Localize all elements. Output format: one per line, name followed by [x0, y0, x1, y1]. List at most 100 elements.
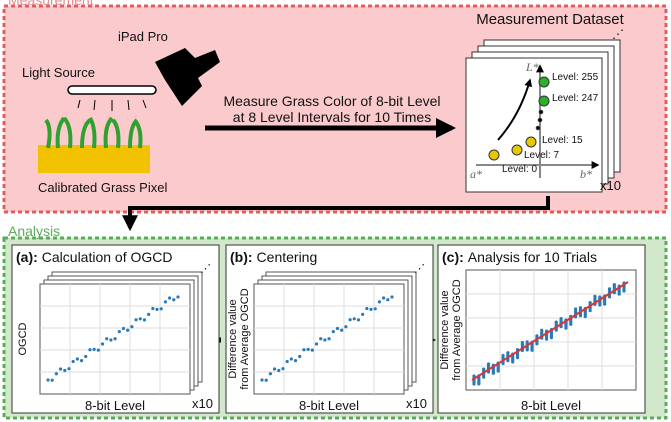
- repeat-label: x10: [406, 396, 427, 411]
- x-label: 8-bit Level: [299, 398, 359, 413]
- plot-dot: [477, 382, 480, 385]
- plot-dot: [176, 295, 179, 298]
- plot-dot: [63, 369, 66, 372]
- plot-dot: [340, 329, 343, 332]
- plot-dot: [151, 307, 154, 310]
- plot-dot: [164, 300, 167, 303]
- plot-dot: [323, 338, 326, 341]
- plot-dot: [618, 292, 621, 295]
- plot-dot: [369, 308, 372, 311]
- plot-dot: [526, 348, 529, 351]
- plot-dot: [472, 382, 475, 385]
- panel-tag: (a):: [16, 249, 38, 265]
- plot-dot: [139, 317, 142, 320]
- plot-dot: [353, 317, 356, 320]
- panel-tag: (c):: [442, 249, 464, 265]
- plot-dot: [113, 337, 116, 340]
- plot-dot: [84, 355, 87, 358]
- plot-dot: [336, 327, 339, 330]
- axis-label: b*: [580, 167, 592, 181]
- plot-dot: [143, 318, 146, 321]
- plot-dot: [76, 357, 79, 360]
- plot-dot: [357, 318, 360, 321]
- plot-dot: [109, 338, 112, 341]
- plot-dot: [344, 325, 347, 328]
- plot-dot: [72, 360, 75, 363]
- process-text: at 8 Level Intervals for 10 Times: [233, 109, 431, 125]
- section-label: Measurement: [8, 0, 94, 8]
- plot-dot: [302, 348, 305, 351]
- plot-dot: [319, 337, 322, 340]
- dataset-pages: [466, 40, 620, 192]
- panel-title: (b):Centering: [230, 249, 317, 265]
- ellipsis: ⋰: [612, 27, 624, 41]
- plot-dot: [93, 348, 96, 351]
- plot-dot: [298, 355, 301, 358]
- repeat-label: x10: [192, 396, 213, 411]
- plot-dot: [46, 378, 49, 381]
- plot-dot: [277, 369, 280, 372]
- ellipsis: ⋰: [414, 263, 425, 275]
- dataset-title: Measurement Dataset: [476, 11, 624, 28]
- x-label: 8-bit Level: [85, 398, 145, 413]
- plot-dot: [584, 315, 587, 318]
- plot-dot: [265, 379, 268, 382]
- plot-dot: [172, 298, 175, 301]
- plot-dot: [311, 348, 314, 351]
- plot-dot: [290, 357, 293, 360]
- level-label: Level: 247: [552, 93, 599, 104]
- plot-dot: [160, 307, 163, 310]
- plot-dot: [80, 359, 83, 362]
- plot-dot: [168, 296, 171, 299]
- panel-tag: (b):: [230, 249, 253, 265]
- plot-dot: [118, 330, 121, 333]
- plot-dot: [516, 356, 519, 359]
- plot-dot: [550, 336, 553, 339]
- plot-dot: [497, 369, 500, 372]
- plot-dot: [59, 367, 62, 370]
- plot-dot: [51, 379, 54, 382]
- plot-dot: [608, 295, 611, 298]
- plot-dot: [130, 325, 133, 328]
- plot-dot: [105, 337, 108, 340]
- plot-dot: [134, 318, 137, 321]
- y-label: Difference value: [227, 299, 239, 378]
- plot-dot: [126, 329, 129, 332]
- ellipsis: ⋰: [200, 263, 211, 275]
- plot-dot: [589, 309, 592, 312]
- plot-dot: [492, 372, 495, 375]
- plot-dot: [511, 360, 514, 363]
- level-label: Level: 255: [552, 72, 599, 83]
- section-label: Analysis: [8, 223, 60, 239]
- plot-dot: [579, 314, 582, 317]
- plot-dot: [535, 342, 538, 345]
- plot-dot: [327, 337, 330, 340]
- plot-dot: [569, 323, 572, 326]
- plot-dot: [603, 302, 606, 305]
- process-text: Measure Grass Color of 8-bit Level: [223, 93, 440, 109]
- plot-dot: [482, 376, 485, 379]
- plot-dot: [294, 359, 297, 362]
- y-label: Difference value: [439, 290, 451, 369]
- device-label: iPad Pro: [118, 29, 168, 44]
- panel-title-text: Centering: [257, 249, 318, 265]
- plot-dot: [598, 303, 601, 306]
- plot-dot: [382, 296, 385, 299]
- y-label: from Average OGCD: [451, 279, 463, 380]
- plot-dot: [545, 338, 548, 341]
- panel-title-text: Analysis for 10 Trials: [468, 249, 597, 265]
- level-label: Level: 0: [502, 164, 537, 175]
- plot-dot: [147, 313, 150, 316]
- plot-dot: [622, 289, 625, 292]
- plot-dot: [273, 367, 276, 370]
- plot-dot: [281, 367, 284, 370]
- y-label: OGCD: [17, 322, 29, 355]
- plot-dot: [361, 313, 364, 316]
- plot-dot: [365, 307, 368, 310]
- plot-dot: [101, 342, 104, 345]
- plot-dot: [67, 367, 70, 370]
- plot-dot: [390, 295, 393, 298]
- plot-dot: [506, 359, 509, 362]
- plot-dot: [386, 298, 389, 301]
- level-label: Level: 7: [524, 150, 559, 161]
